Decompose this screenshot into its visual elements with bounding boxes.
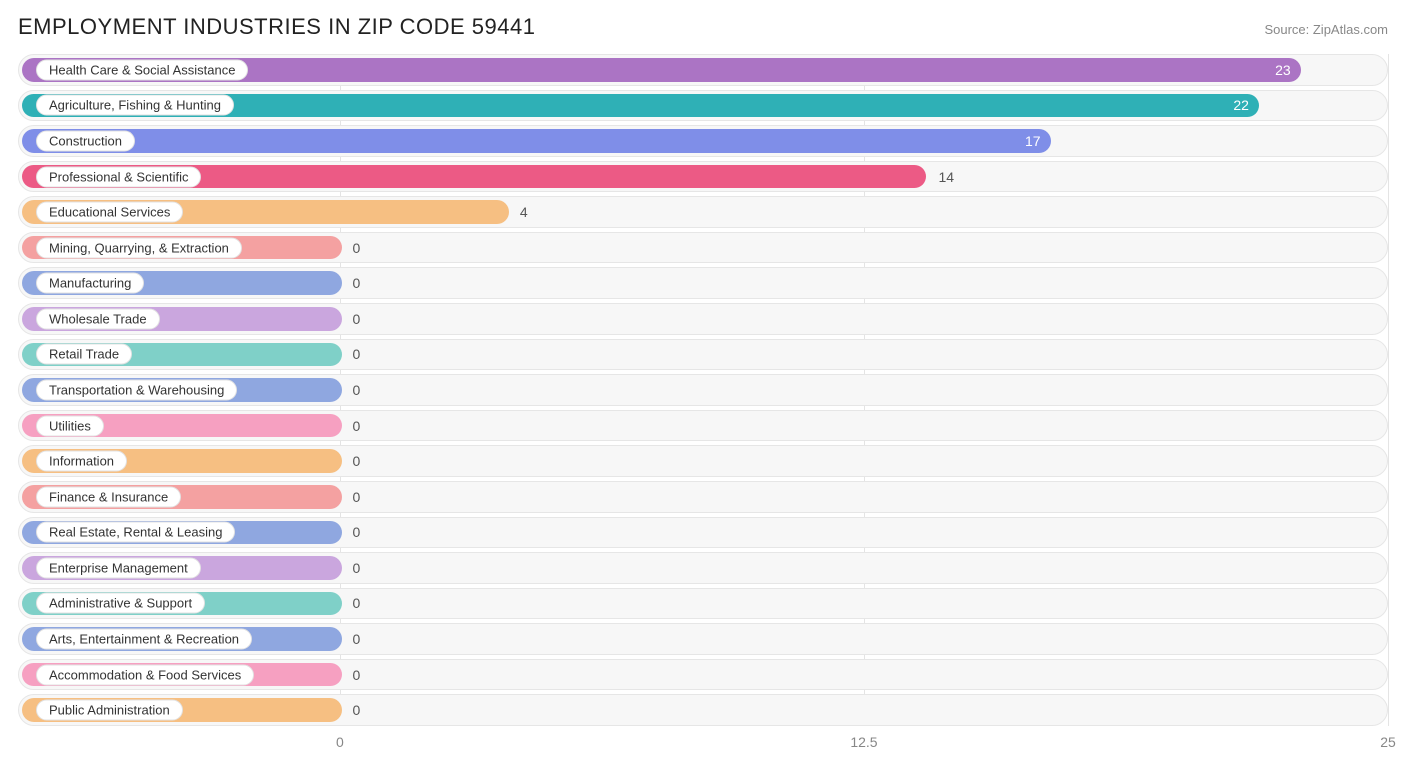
bar-value: 0 [352, 524, 360, 540]
bar-value: 0 [352, 346, 360, 362]
bar-value: 0 [352, 382, 360, 398]
bar-label: Wholesale Trade [36, 308, 160, 329]
gridline [1388, 54, 1389, 726]
bar-track: Health Care & Social Assistance 23 [18, 54, 1388, 86]
bar-value: 14 [939, 169, 955, 185]
bar-label: Transportation & Warehousing [36, 379, 237, 400]
bar-track: Manufacturing 0 [18, 267, 1388, 299]
bar-label: Real Estate, Rental & Leasing [36, 522, 235, 543]
bar-label: Enterprise Management [36, 557, 201, 578]
bar: Arts, Entertainment & Recreation [22, 627, 342, 651]
bar-value: 0 [352, 418, 360, 434]
bar: Construction 17 [22, 129, 1051, 153]
bar: Utilities [22, 414, 342, 438]
bar: Information [22, 449, 342, 473]
bar-value: 0 [352, 667, 360, 683]
x-axis-tick-label: 12.5 [850, 734, 877, 750]
bar-value: 23 [1275, 62, 1291, 78]
bar: Public Administration [22, 698, 342, 722]
bar: Real Estate, Rental & Leasing [22, 521, 342, 545]
chart-area: Health Care & Social Assistance 23 Agricul… [18, 54, 1388, 754]
bar-track: Professional & Scientific 14 [18, 161, 1388, 193]
x-axis-tick-label: 0 [336, 734, 344, 750]
bar-value: 0 [352, 595, 360, 611]
bar-label: Health Care & Social Assistance [36, 59, 248, 80]
bar-track: Accommodation & Food Services 0 [18, 659, 1388, 691]
bar-track: Arts, Entertainment & Recreation 0 [18, 623, 1388, 655]
bar-track: Public Administration 0 [18, 694, 1388, 726]
bar: Transportation & Warehousing [22, 378, 342, 402]
bar-value: 0 [352, 240, 360, 256]
bar-label: Administrative & Support [36, 593, 205, 614]
bar-track: Mining, Quarrying, & Extraction 0 [18, 232, 1388, 264]
bar-label: Arts, Entertainment & Recreation [36, 629, 252, 650]
bar-value: 0 [352, 311, 360, 327]
bar-track: Finance & Insurance 0 [18, 481, 1388, 513]
bar-label: Manufacturing [36, 273, 144, 294]
bar: Retail Trade [22, 343, 342, 367]
bar: Administrative & Support [22, 592, 342, 616]
bar-track: Educational Services 4 [18, 196, 1388, 228]
bar-label: Educational Services [36, 202, 183, 223]
bar-track: Real Estate, Rental & Leasing 0 [18, 517, 1388, 549]
bar: Educational Services [22, 200, 509, 224]
bar: Finance & Insurance [22, 485, 342, 509]
bar-value: 0 [352, 453, 360, 469]
bar-value: 4 [520, 204, 528, 220]
bar-track: Enterprise Management 0 [18, 552, 1388, 584]
bar: Mining, Quarrying, & Extraction [22, 236, 342, 260]
bar-label: Finance & Insurance [36, 486, 181, 507]
bar: Agriculture, Fishing & Hunting 22 [22, 94, 1259, 118]
bar-value: 17 [1025, 133, 1041, 149]
bar-label: Construction [36, 130, 135, 151]
bar-label: Accommodation & Food Services [36, 664, 254, 685]
bar-track: Agriculture, Fishing & Hunting 22 [18, 90, 1388, 122]
bar: Wholesale Trade [22, 307, 342, 331]
bar-label: Utilities [36, 415, 104, 436]
bar-track: Utilities 0 [18, 410, 1388, 442]
bar-label: Public Administration [36, 700, 183, 721]
bar-track: Transportation & Warehousing 0 [18, 374, 1388, 406]
bar-track: Wholesale Trade 0 [18, 303, 1388, 335]
bar-value: 0 [352, 631, 360, 647]
bar: Professional & Scientific [22, 165, 926, 189]
bar: Accommodation & Food Services [22, 663, 342, 687]
x-axis-labels: 012.525 [18, 730, 1388, 754]
bar-label: Agriculture, Fishing & Hunting [36, 95, 234, 116]
bar-label: Mining, Quarrying, & Extraction [36, 237, 242, 258]
bars-container: Health Care & Social Assistance 23 Agricul… [18, 54, 1388, 726]
chart-source: Source: ZipAtlas.com [1264, 22, 1388, 37]
bar-value: 0 [352, 560, 360, 576]
bar-label: Retail Trade [36, 344, 132, 365]
bar-track: Construction 17 [18, 125, 1388, 157]
bar-label: Professional & Scientific [36, 166, 201, 187]
bar-label: Information [36, 451, 127, 472]
bar-track: Administrative & Support 0 [18, 588, 1388, 620]
bar-value: 0 [352, 702, 360, 718]
bar-track: Information 0 [18, 445, 1388, 477]
chart-header: EMPLOYMENT INDUSTRIES IN ZIP CODE 59441 … [18, 14, 1388, 40]
chart-title: EMPLOYMENT INDUSTRIES IN ZIP CODE 59441 [18, 14, 536, 40]
bar: Enterprise Management [22, 556, 342, 580]
bar-value: 22 [1233, 97, 1249, 113]
bar-track: Retail Trade 0 [18, 339, 1388, 371]
bar: Health Care & Social Assistance 23 [22, 58, 1301, 82]
bar-value: 0 [352, 275, 360, 291]
bar: Manufacturing [22, 271, 342, 295]
bar-value: 0 [352, 489, 360, 505]
x-axis-tick-label: 25 [1380, 734, 1396, 750]
